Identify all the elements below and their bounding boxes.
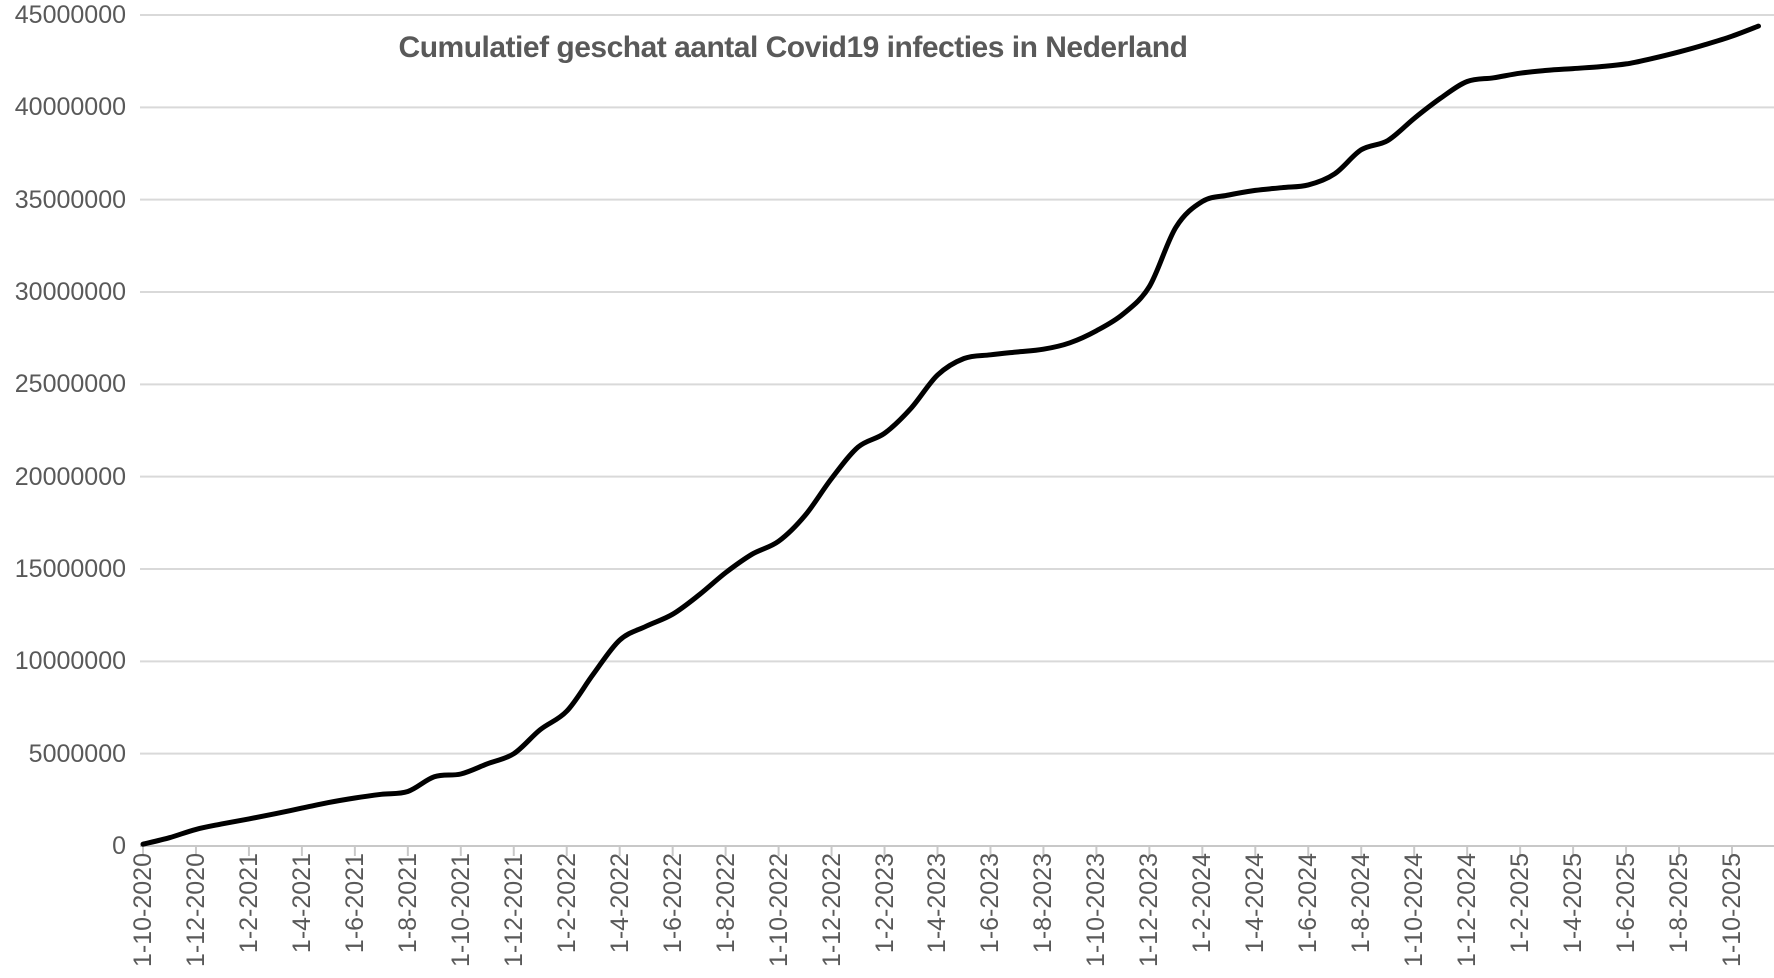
x-axis-tick-label: 1-12-2023 xyxy=(1135,853,1164,967)
x-axis-tick-label: 1-2-2022 xyxy=(552,853,581,954)
y-axis-tick-label: 40000000 xyxy=(14,93,126,122)
x-axis-tick-label: 1-10-2023 xyxy=(1082,853,1111,967)
x-axis-tick-label: 1-8-2025 xyxy=(1665,853,1694,954)
x-axis-tick-label: 1-8-2022 xyxy=(711,853,740,954)
x-axis-tick-label: 1-4-2021 xyxy=(287,853,316,954)
x-axis-tick-label: 1-12-2022 xyxy=(817,853,846,967)
x-axis-tick-label: 1-4-2022 xyxy=(605,853,634,954)
x-axis-tick-label: 1-4-2023 xyxy=(923,853,952,954)
x-axis-tick-label: 1-8-2021 xyxy=(393,853,422,954)
y-axis-tick-label: 30000000 xyxy=(14,278,126,306)
chart-title: Cumulatief geschat aantal Covid19 infect… xyxy=(398,31,1188,64)
x-axis-tick-label: 1-2-2024 xyxy=(1188,853,1217,954)
x-axis-tick-label: 1-4-2024 xyxy=(1241,853,1270,954)
y-axis-tick-label: 20000000 xyxy=(14,462,126,491)
x-axis-tick-label: 1-8-2023 xyxy=(1029,853,1058,954)
x-axis-tick-label: 1-10-2020 xyxy=(129,853,157,967)
x-axis-tick-label: 1-10-2025 xyxy=(1717,853,1746,967)
x-axis-ticks xyxy=(142,846,1733,856)
x-axis-tick-label: 1-10-2024 xyxy=(1400,853,1429,967)
x-axis-tick-label: 1-6-2025 xyxy=(1612,853,1641,954)
y-axis-tick-label: 10000000 xyxy=(14,647,126,676)
y-axis-tick-label: 15000000 xyxy=(14,555,126,583)
x-axis-tick-label: 1-6-2022 xyxy=(658,853,687,954)
covid-infections-line xyxy=(140,23,1761,847)
y-axis-tick-label: 5000000 xyxy=(28,739,126,768)
y-axis-tick-label: 0 xyxy=(112,832,126,860)
x-axis-tick-label: 1-2-2021 xyxy=(234,853,263,954)
x-axis-tick-label: 1-6-2023 xyxy=(976,853,1005,954)
x-axis-tick-label: 1-2-2025 xyxy=(1506,853,1535,954)
x-axis-tick-label: 1-12-2021 xyxy=(499,853,528,967)
x-axis-tick-label: 1-6-2024 xyxy=(1294,853,1323,954)
y-axis-tick-label: 25000000 xyxy=(14,370,126,399)
x-axis-tick-label: 1-2-2023 xyxy=(870,853,899,954)
x-axis-tick-label: 1-12-2020 xyxy=(181,853,210,967)
x-axis-tick-label: 1-10-2022 xyxy=(764,853,793,967)
x-axis-tick-label: 1-6-2021 xyxy=(340,853,369,954)
y-axis-tick-label: 45000000 xyxy=(14,1,126,29)
x-axis-tick-label: 1-10-2021 xyxy=(446,853,475,967)
x-axis-tick-label: 1-4-2025 xyxy=(1559,853,1588,954)
x-axis-tick-label: 1-12-2024 xyxy=(1453,853,1482,967)
y-axis-tick-label: 35000000 xyxy=(14,185,126,214)
x-axis-tick-label: 1-8-2024 xyxy=(1347,853,1376,954)
gridlines xyxy=(140,14,1774,847)
